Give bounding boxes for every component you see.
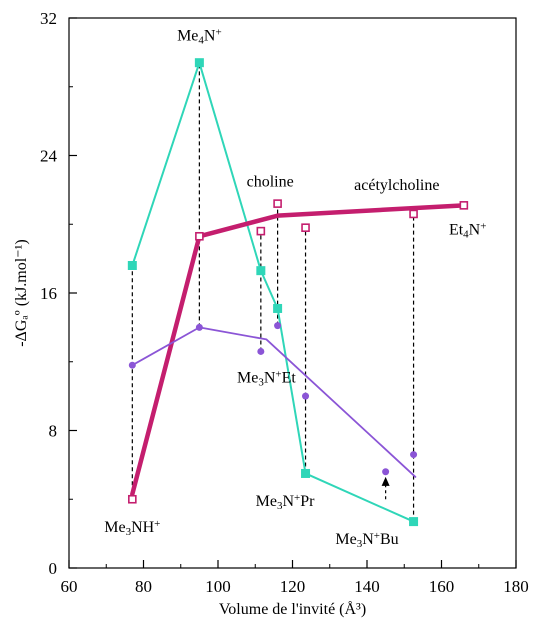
annotations: Me4N+ choline acétylcholine Et4N+ Me3N+Et Me3… bbox=[104, 26, 486, 550]
magenta-point bbox=[459, 201, 469, 210]
x-tick-label-5: 160 bbox=[429, 577, 455, 596]
label-me3nbu: Me3N+Bu bbox=[335, 530, 398, 550]
green-point bbox=[409, 517, 419, 527]
series-markers bbox=[127, 58, 469, 527]
green-point bbox=[301, 468, 311, 478]
arrow-head bbox=[381, 476, 390, 486]
label-me4n: Me4N+ bbox=[177, 26, 222, 46]
x-tick-label-3: 120 bbox=[280, 577, 306, 596]
axis-ticks: 60 80 100 120 140 160 180 0 8 16 24 32 bbox=[40, 9, 529, 596]
x-tick-label-0: 60 bbox=[61, 577, 78, 596]
y-tick-label-0: 0 bbox=[49, 559, 58, 578]
label-me3nh: Me3NH+ bbox=[104, 518, 160, 538]
label-et4n: Et4N+ bbox=[449, 221, 487, 241]
purple-point bbox=[128, 361, 136, 369]
x-tick-label-2: 100 bbox=[205, 577, 231, 596]
y-tick-label-4: 32 bbox=[40, 9, 57, 28]
magenta-point bbox=[301, 223, 310, 232]
label-me3net: Me3N+Et bbox=[237, 368, 296, 388]
series-line-green bbox=[131, 61, 415, 523]
label-me3npr: Me3N+Pr bbox=[256, 492, 316, 512]
series-line-purple bbox=[131, 326, 417, 478]
purple-point bbox=[195, 323, 203, 331]
magenta-point bbox=[409, 209, 418, 219]
x-tick-label-1: 80 bbox=[135, 577, 152, 596]
y-axis-title: -ΔGₐº (kJ.mol⁻¹) bbox=[13, 239, 30, 347]
series-lines bbox=[130, 61, 467, 523]
purple-point bbox=[410, 451, 418, 459]
green-point bbox=[273, 303, 283, 313]
magenta-point bbox=[195, 231, 204, 241]
green-point bbox=[194, 58, 204, 68]
x-axis-title: Volume de l'invité (Å³) bbox=[219, 600, 366, 618]
purple-point bbox=[302, 392, 310, 400]
purple-point bbox=[382, 468, 390, 476]
plot-frame bbox=[68, 17, 517, 569]
x-tick-label-4: 140 bbox=[354, 577, 380, 596]
y-tick-label-1: 8 bbox=[49, 422, 58, 441]
label-acetylcholine: acétylcholine bbox=[354, 177, 439, 194]
magenta-point bbox=[128, 494, 137, 504]
magenta-point bbox=[273, 199, 282, 208]
y-tick-label-2: 16 bbox=[40, 284, 57, 303]
green-point bbox=[256, 266, 266, 276]
x-tick-label-6: 180 bbox=[503, 577, 529, 596]
series-line-magenta bbox=[130, 203, 467, 497]
purple-point bbox=[274, 322, 282, 330]
green-point bbox=[127, 261, 137, 270]
droplines bbox=[131, 62, 415, 522]
purple-point bbox=[257, 347, 265, 355]
y-tick-label-3: 24 bbox=[40, 147, 58, 166]
label-choline: choline bbox=[247, 173, 294, 190]
magenta-point bbox=[256, 226, 266, 236]
